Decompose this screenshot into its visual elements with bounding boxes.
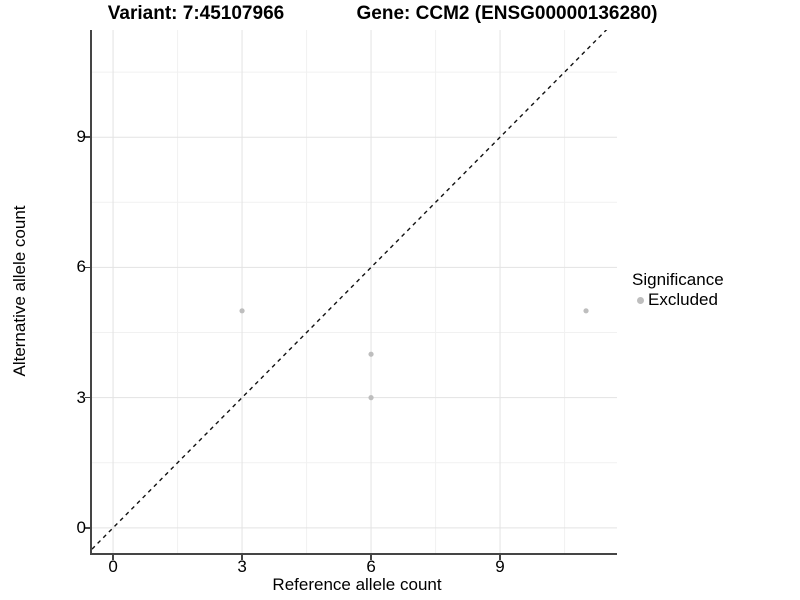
x-tick-label: 3 — [237, 557, 247, 576]
variant-title: Variant: 7:45107966 — [107, 3, 285, 24]
x-axis-line — [90, 553, 617, 555]
gene-title: Gene: CCM2 (ENSG00000136280) — [356, 3, 658, 24]
y-tick-mark — [85, 266, 90, 269]
x-tick-label: 9 — [495, 557, 505, 576]
y-tick-label: 3 — [76, 387, 86, 407]
legend-item-label: Excluded — [648, 290, 718, 309]
data-point — [368, 351, 374, 357]
x-axis-title: Reference allele count — [272, 575, 442, 594]
excluded-point-icon — [637, 296, 644, 304]
x-tick-mark — [241, 555, 243, 560]
y-tick-label: 9 — [76, 127, 86, 147]
y-tick-mark — [85, 136, 90, 138]
legend-item-excluded: Excluded — [630, 290, 724, 310]
x-tick-label: 6 — [366, 557, 376, 576]
y-axis-title: Alternative allele count — [10, 205, 29, 377]
data-point — [583, 308, 589, 314]
x-tick-mark — [112, 555, 114, 560]
x-tick-mark — [499, 555, 501, 560]
data-point — [239, 308, 245, 314]
plot-panel — [92, 30, 617, 553]
y-tick-mark — [85, 396, 90, 399]
identity-reference-line — [92, 30, 608, 550]
y-tick-label: 6 — [76, 257, 86, 277]
y-tick-mark — [85, 527, 90, 529]
x-tick-label: 0 — [108, 557, 118, 576]
legend: Significance Excluded — [630, 270, 724, 310]
y-axis-line — [90, 30, 92, 555]
legend-title: Significance — [632, 270, 724, 289]
y-tick-label: 0 — [76, 517, 86, 537]
x-tick-mark — [370, 555, 372, 560]
data-point — [368, 395, 374, 401]
